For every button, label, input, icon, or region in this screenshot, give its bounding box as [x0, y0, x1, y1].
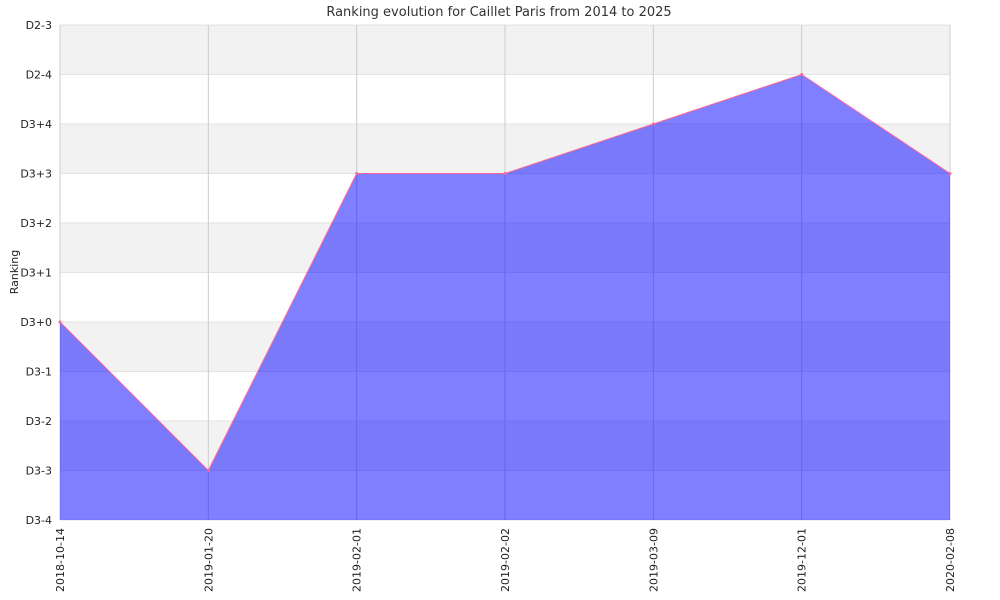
data-point-2019-02-02 [503, 172, 507, 175]
x-tick-label: 2019-01-20 [202, 528, 215, 592]
data-point-2019-12-01 [800, 73, 804, 76]
data-point-2019-02-01 [355, 172, 359, 175]
x-tick-label: 2019-02-02 [499, 528, 512, 592]
data-point-2018-10-14 [58, 320, 62, 324]
data-point-2020-02-08 [948, 172, 952, 175]
y-tick-label: D3+4 [20, 118, 52, 131]
y-axis-label: Ranking [8, 250, 21, 295]
y-tick-label: D3-1 [26, 366, 52, 379]
y-tick-label: D2-3 [26, 19, 52, 32]
y-tick-label: D3-4 [26, 514, 52, 527]
x-tick-label: 2019-02-01 [351, 528, 364, 592]
y-tick-label: D3+0 [20, 316, 52, 329]
x-tick-label: 2018-10-14 [54, 528, 67, 592]
y-tick-label: D3+2 [20, 217, 52, 230]
x-tick-labels: 2018-10-14 2019-01-20 2019-02-01 2019-02-02… [54, 528, 957, 592]
data-point-2019-01-20 [206, 469, 210, 472]
y-tick-label: D3+3 [20, 168, 52, 181]
x-tick-label: 2019-12-01 [796, 528, 809, 592]
y-tick-label: D3-3 [26, 465, 52, 478]
chart-title: Ranking evolution for Caillet Paris from… [326, 5, 671, 20]
y-tick-label: D2-4 [26, 69, 52, 82]
area-series [58, 73, 952, 520]
y-tick-label: D3+1 [20, 267, 52, 280]
y-tick-label: D3-2 [26, 415, 52, 428]
data-point-2019-03-09 [651, 122, 655, 126]
x-tick-label: 2020-02-08 [944, 528, 957, 592]
y-tick-labels: D3-4 D3-3 D3-2 D3-1 D3+0 D3+1 D3+2 D3+3 D3+4 D2-4… [20, 19, 52, 527]
x-tick-label: 2019-03-09 [647, 528, 660, 592]
area-fill [60, 74, 950, 520]
